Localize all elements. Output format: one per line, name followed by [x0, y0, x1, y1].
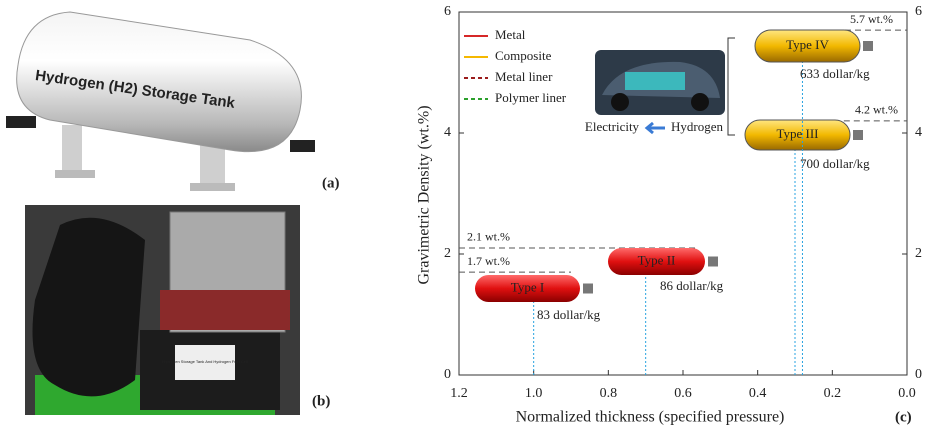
x-tick-label: 1.2 — [450, 386, 468, 401]
figure: Hydrogen (H2) Storage Tank (a) Hydrogen … — [0, 0, 932, 432]
y-tick-label: 6 — [444, 4, 451, 19]
value-label: 1.7 wt.% — [467, 254, 510, 268]
y-tick-label: 0 — [444, 367, 451, 382]
tank-valve — [863, 41, 873, 51]
panel-label: (b) — [312, 393, 330, 409]
x-axis-label: Normalized thickness (specified pressure… — [516, 409, 785, 426]
tank-name: Type II — [638, 252, 676, 267]
annotation: Hydrogen — [671, 119, 723, 134]
panel-label: (c) — [895, 409, 912, 425]
value-label: 5.7 wt.% — [850, 12, 893, 26]
tank-name: Type IV — [786, 37, 829, 52]
y-axis-label: Gravimetric Density (wt.%) — [416, 105, 433, 284]
y-tick-label: 4 — [444, 125, 451, 140]
legend-label: Metal liner — [495, 69, 553, 84]
annotation: Electricity — [585, 119, 640, 134]
tank-valve — [708, 257, 718, 267]
x-tick-label: 1.0 — [525, 386, 543, 401]
x-tick-label: 0.6 — [674, 386, 692, 401]
x-tick-label: 0.8 — [600, 386, 618, 401]
card-text: Hydrogen Storage Tank And Hydrogen Fuel … — [162, 359, 247, 364]
cost-label: 83 dollar/kg — [537, 307, 601, 322]
tank-name: Type I — [511, 279, 544, 294]
legend-label: Composite — [495, 48, 552, 63]
cost-label: 700 dollar/kg — [800, 156, 870, 171]
cost-label: 633 dollar/kg — [800, 66, 870, 81]
value-label: 2.1 wt.% — [467, 230, 510, 244]
y2-tick-label: 0 — [915, 367, 922, 382]
cost-label: 86 dollar/kg — [660, 278, 724, 293]
x-tick-label: 0.0 — [898, 386, 916, 401]
y-tick-label: 2 — [444, 246, 451, 261]
legend-label: Metal — [495, 27, 526, 42]
legend-label: Polymer liner — [495, 90, 567, 105]
y2-tick-label: 6 — [915, 4, 922, 19]
tank-name: Type III — [776, 126, 818, 141]
x-tick-label: 0.4 — [749, 386, 767, 401]
value-label: 4.2 wt.% — [855, 103, 898, 117]
x-tick-label: 0.2 — [824, 386, 842, 401]
tank-valve — [853, 130, 863, 140]
photo — [25, 205, 300, 415]
panel-label: (a) — [322, 175, 340, 191]
y2-tick-label: 2 — [915, 246, 922, 261]
tank-valve — [583, 284, 593, 294]
y2-tick-label: 4 — [915, 125, 922, 140]
